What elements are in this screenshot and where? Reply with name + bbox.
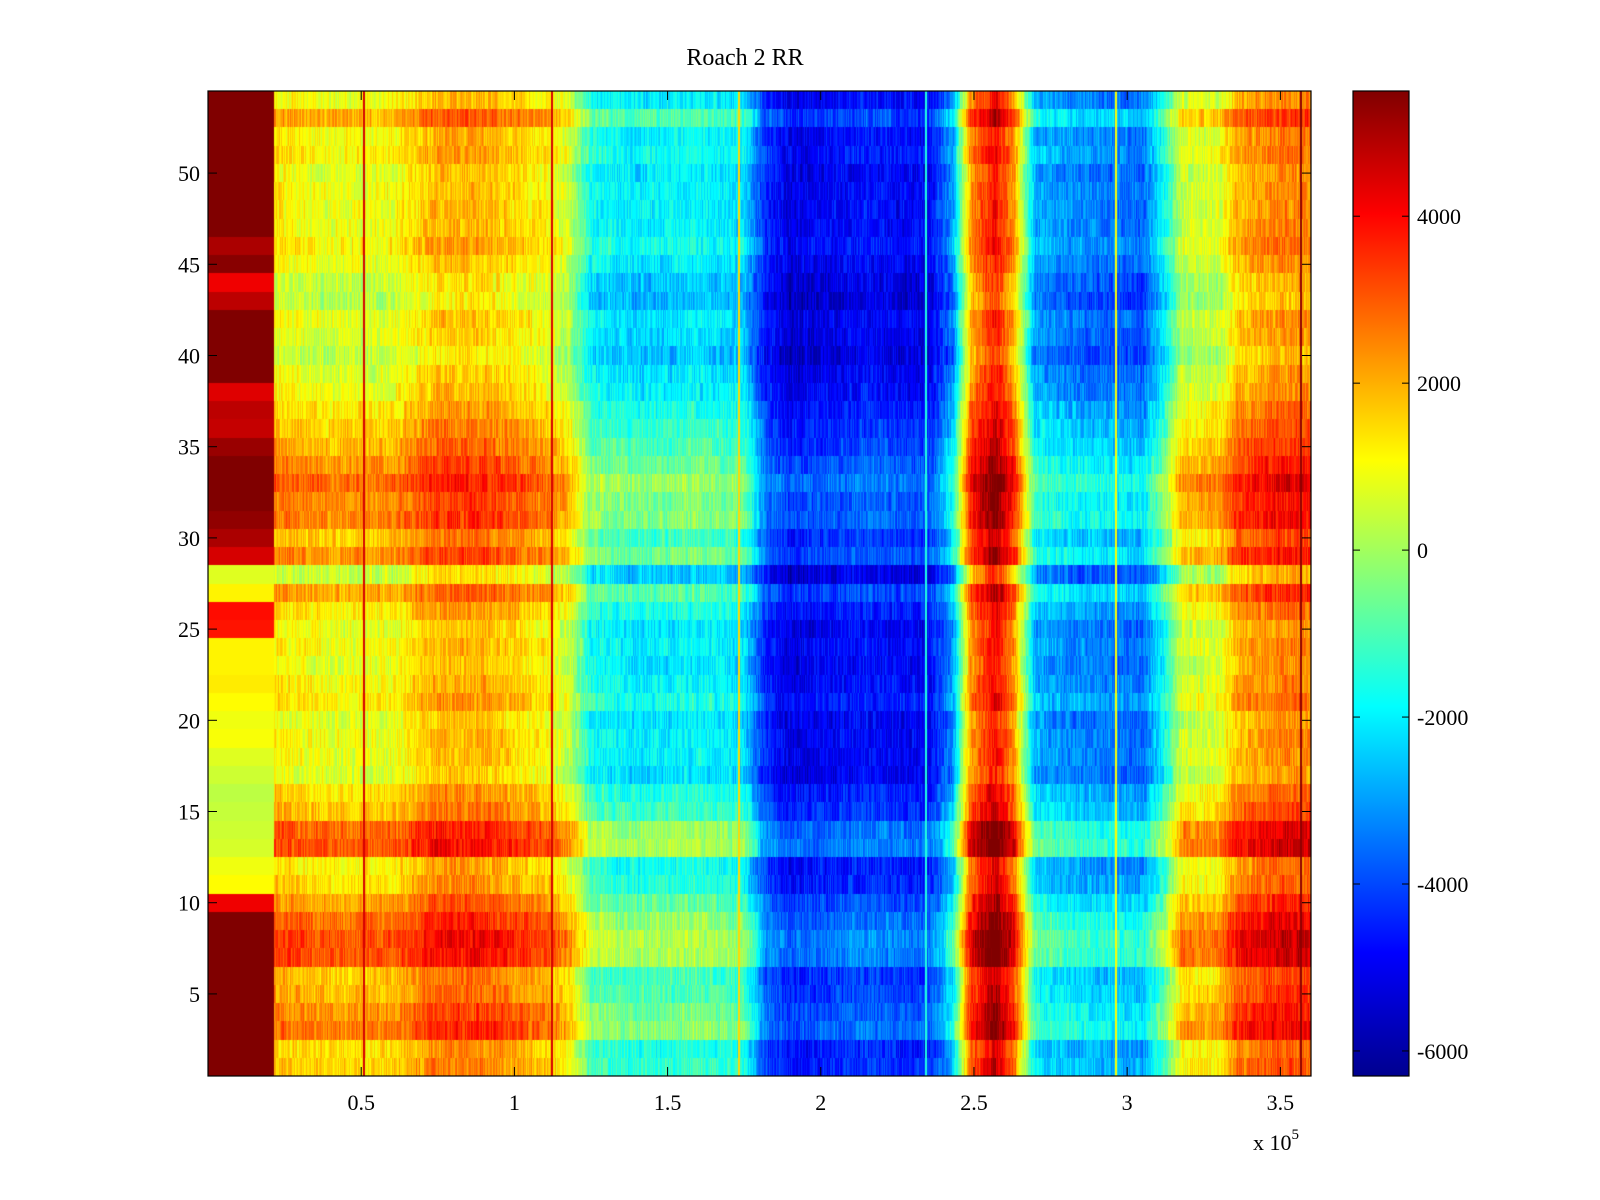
plot-frame [207,90,1312,1077]
x-tick-label: 1 [509,1090,520,1115]
y-tick-label: 20 [178,708,200,733]
y-tick-label: 40 [178,343,200,368]
colorbar-tick-label: 4000 [1417,204,1461,229]
colorbar-tick-label: 0 [1417,538,1428,563]
x-tick-label: 0.5 [347,1090,375,1115]
x-axis-multiplier: x 105 [1253,1127,1299,1155]
colorbar-gradient [1353,91,1409,1076]
colorbar-tick-label: -6000 [1417,1039,1468,1064]
chart-title: Roach 2 RR [686,45,803,71]
x-tick-label: 3 [1122,1090,1133,1115]
x-tick-label: 3.5 [1267,1090,1295,1115]
y-tick-label: 15 [178,800,200,825]
colorbar-frame [1352,90,1410,1077]
y-tick-label: 50 [178,161,200,186]
y-tick-label: 10 [178,891,200,916]
x-tick-label: 2 [815,1090,826,1115]
y-tick-label: 30 [178,526,200,551]
heatmap-canvas [208,91,1311,1076]
y-tick-label: 5 [189,982,200,1007]
x-tick-label: 1.5 [654,1090,682,1115]
colorbar: 4000 2000 0 -2000 -4000 -6000 [1352,90,1468,1077]
heatmap-plot-area [207,90,1312,1077]
y-tick-label: 25 [178,617,200,642]
colorbar-tick-label: 2000 [1417,371,1461,396]
y-tick-label: 35 [178,435,200,460]
colorbar-tick-label: -4000 [1417,872,1468,897]
x-tick-label: 2.5 [960,1090,988,1115]
y-axis-ticks: 5 10 15 20 25 30 35 40 45 50 [178,161,1311,1007]
colorbar-ticks: 4000 2000 0 -2000 -4000 -6000 [1353,204,1468,1064]
x-axis-ticks: 0.5 1 1.5 2 2.5 3 3.5 [347,91,1294,1115]
colorbar-tick-label: -2000 [1417,705,1468,730]
y-tick-label: 45 [178,252,200,277]
